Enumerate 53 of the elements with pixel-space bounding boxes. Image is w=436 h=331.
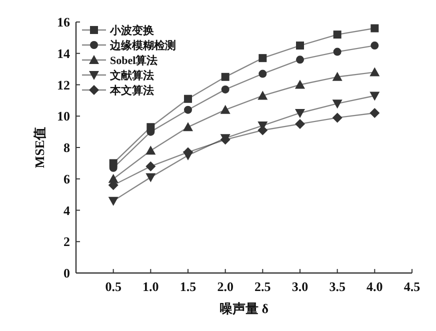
point <box>295 80 305 89</box>
point <box>296 42 304 50</box>
x-tick-label: 3.5 <box>329 279 346 294</box>
y-tick-label: 4 <box>64 202 70 218</box>
point <box>184 106 192 114</box>
legend-label: 边缘模糊检测 <box>109 39 176 52</box>
point <box>333 30 342 39</box>
x-tick-label: 2.5 <box>254 279 272 294</box>
y-tick-label: 16 <box>57 14 70 30</box>
point <box>332 72 342 81</box>
legend-label: 文献算法 <box>109 69 154 82</box>
legend-label: 本文算法 <box>109 84 154 97</box>
x-tick-label: 4.5 <box>404 279 421 294</box>
point <box>370 24 379 32</box>
x-tick-label: 0.5 <box>105 279 122 294</box>
x-tick-label: 4.0 <box>366 279 383 294</box>
point <box>296 56 304 64</box>
point <box>332 100 342 109</box>
y-axis-title: MSE值 <box>32 126 47 168</box>
y-tick-label: 0 <box>64 266 70 280</box>
point <box>370 67 380 76</box>
point <box>221 85 230 94</box>
point <box>146 146 156 155</box>
point <box>184 94 192 103</box>
point <box>370 108 380 118</box>
legend-label: 小波变换 <box>109 24 154 37</box>
point <box>221 72 230 81</box>
point <box>370 42 379 50</box>
legend-label: Sobel算法 <box>110 54 158 67</box>
point <box>332 112 342 123</box>
point <box>295 108 305 118</box>
point <box>220 104 230 114</box>
y-tick-label: 10 <box>57 108 70 124</box>
point <box>108 196 118 206</box>
y-tick-label: 8 <box>64 140 70 155</box>
x-tick-label: 2.0 <box>217 279 234 294</box>
point <box>183 122 193 132</box>
y-tick-label: 2 <box>64 234 70 250</box>
x-tick-label: 1.0 <box>142 279 159 294</box>
point <box>146 173 156 182</box>
point <box>333 48 342 56</box>
point <box>258 70 267 78</box>
y-tick-label: 6 <box>64 171 70 186</box>
point <box>146 161 156 172</box>
x-tick-label: 1.5 <box>180 279 197 294</box>
point <box>258 54 267 62</box>
y-tick-label: 14 <box>57 46 70 61</box>
x-tick-label: 3.0 <box>292 279 308 294</box>
x-axis-title: 噪声量 δ <box>220 301 269 316</box>
point <box>370 92 380 101</box>
point <box>258 90 268 100</box>
point <box>295 118 305 129</box>
y-tick-label: 12 <box>57 77 70 92</box>
